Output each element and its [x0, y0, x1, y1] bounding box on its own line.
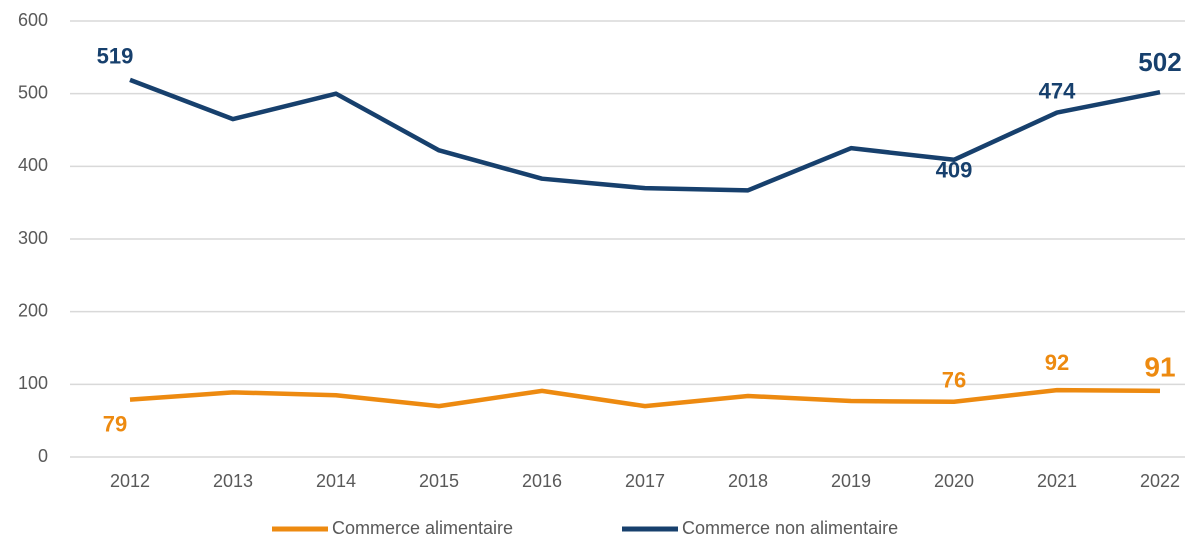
data-label: 409: [936, 158, 973, 183]
x-tick-label: 2014: [316, 471, 356, 491]
data-label: 79: [103, 411, 127, 436]
x-tick-label: 2020: [934, 471, 974, 491]
data-label: 519: [97, 44, 134, 69]
x-tick-label: 2021: [1037, 471, 1077, 491]
x-tick-label: 2013: [213, 471, 253, 491]
series-line: [129, 387, 1161, 409]
y-tick-label: 200: [18, 300, 48, 320]
series-line: [129, 77, 1161, 193]
x-tick-label: 2015: [419, 471, 459, 491]
y-tick-label: 400: [18, 155, 48, 175]
x-tick-label: 2019: [831, 471, 871, 491]
x-tick-label: 2018: [728, 471, 768, 491]
y-tick-label: 100: [18, 373, 48, 393]
data-label: 76: [942, 368, 966, 393]
data-label: 502: [1138, 47, 1181, 77]
legend-label: Commerce alimentaire: [332, 518, 513, 538]
y-tick-label: 0: [38, 446, 48, 466]
y-tick-label: 500: [18, 82, 48, 102]
data-label: 91: [1144, 351, 1175, 382]
x-tick-label: 2012: [110, 471, 150, 491]
x-tick-label: 2016: [522, 471, 562, 491]
data-label: 92: [1045, 350, 1069, 375]
x-tick-label: 2022: [1140, 471, 1180, 491]
y-tick-label: 300: [18, 228, 48, 248]
data-label: 474: [1039, 78, 1076, 103]
y-tick-label: 600: [18, 10, 48, 30]
x-tick-label: 2017: [625, 471, 665, 491]
legend-label: Commerce non alimentaire: [682, 518, 898, 538]
